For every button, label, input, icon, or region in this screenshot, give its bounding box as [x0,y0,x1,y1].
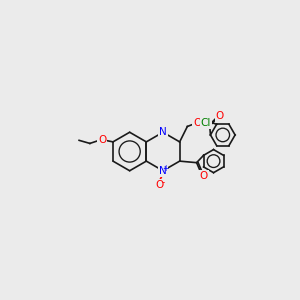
Text: Cl: Cl [201,118,211,128]
Text: O: O [193,118,202,128]
Text: O: O [98,135,106,145]
Text: O: O [155,180,163,190]
Text: N: N [159,127,167,137]
Text: -: - [161,178,165,188]
Text: O: O [216,111,224,121]
Text: N: N [159,166,167,176]
Text: O: O [200,171,208,181]
Text: +: + [162,164,169,173]
